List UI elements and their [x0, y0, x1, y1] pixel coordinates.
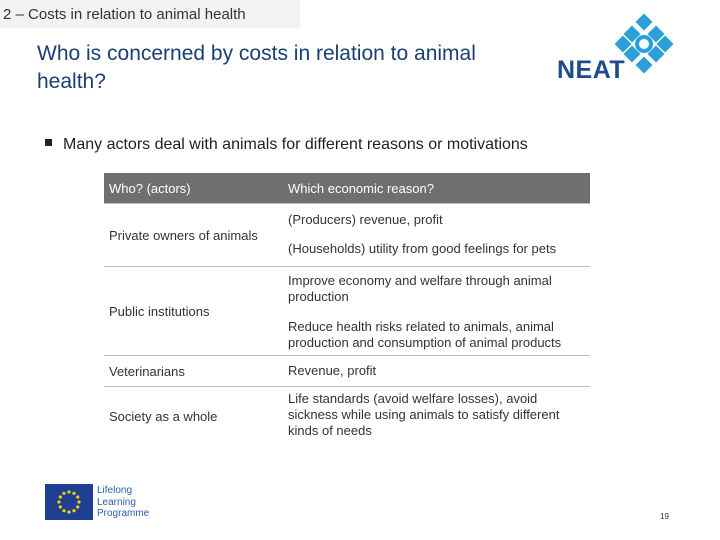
programme-line: Learning [97, 496, 136, 508]
section-header: 2 – Costs in relation to animal health [0, 0, 300, 28]
logo-text: NEAT [557, 56, 626, 84]
neat-logo-mark-icon [615, 14, 674, 74]
page-title: Who is concerned by costs in relation to… [37, 42, 476, 93]
header-reasons: Which economic reason? [288, 181, 434, 196]
section-title: 2 – Costs in relation to animal health [3, 6, 246, 23]
table-row: Private owners of animals (Producers) re… [104, 203, 590, 267]
bullet-icon [45, 139, 52, 147]
reason-cell: Improve economy and welfare through anim… [288, 273, 552, 304]
actor-cell: Private owners of animals [109, 228, 258, 243]
reason-cell: Life standards (avoid welfare losses), a… [288, 391, 560, 438]
neat-logo: NEAT [553, 14, 675, 84]
actor-cell: Society as a whole [109, 409, 218, 424]
reason-cell: (Producers) revenue, profit [288, 212, 443, 227]
programme-line: Lifelong [97, 485, 133, 496]
lifelong-learning-logo: Lifelong Learning Programme [45, 484, 165, 522]
header-actors: Who? (actors) [109, 181, 191, 196]
eu-flag-icon [45, 484, 93, 520]
bullet-text: Many actors deal with animals for differ… [63, 136, 528, 153]
bullet-point: Many actors deal with animals for differ… [45, 136, 528, 154]
actor-cell: Veterinarians [109, 364, 185, 379]
table-row: Veterinarians Revenue, profit [104, 356, 590, 387]
actors-table: Who? (actors) Which economic reason? Pri… [104, 173, 590, 445]
programme-line: Programme [97, 508, 150, 519]
table-row: Society as a whole Life standards (avoid… [104, 387, 590, 445]
actor-cell: Public institutions [109, 304, 210, 319]
table-header: Who? (actors) Which economic reason? [104, 173, 590, 203]
reason-cell: Revenue, profit [288, 363, 377, 378]
programme-text: Lifelong Learning Programme [97, 485, 149, 520]
page-number: 19 [660, 512, 669, 521]
reason-cell: (Households) utility from good feelings … [288, 241, 557, 256]
reason-cell: Reduce health risks related to animals, … [288, 319, 562, 350]
table-row: Public institutions Improve economy and … [104, 267, 590, 356]
